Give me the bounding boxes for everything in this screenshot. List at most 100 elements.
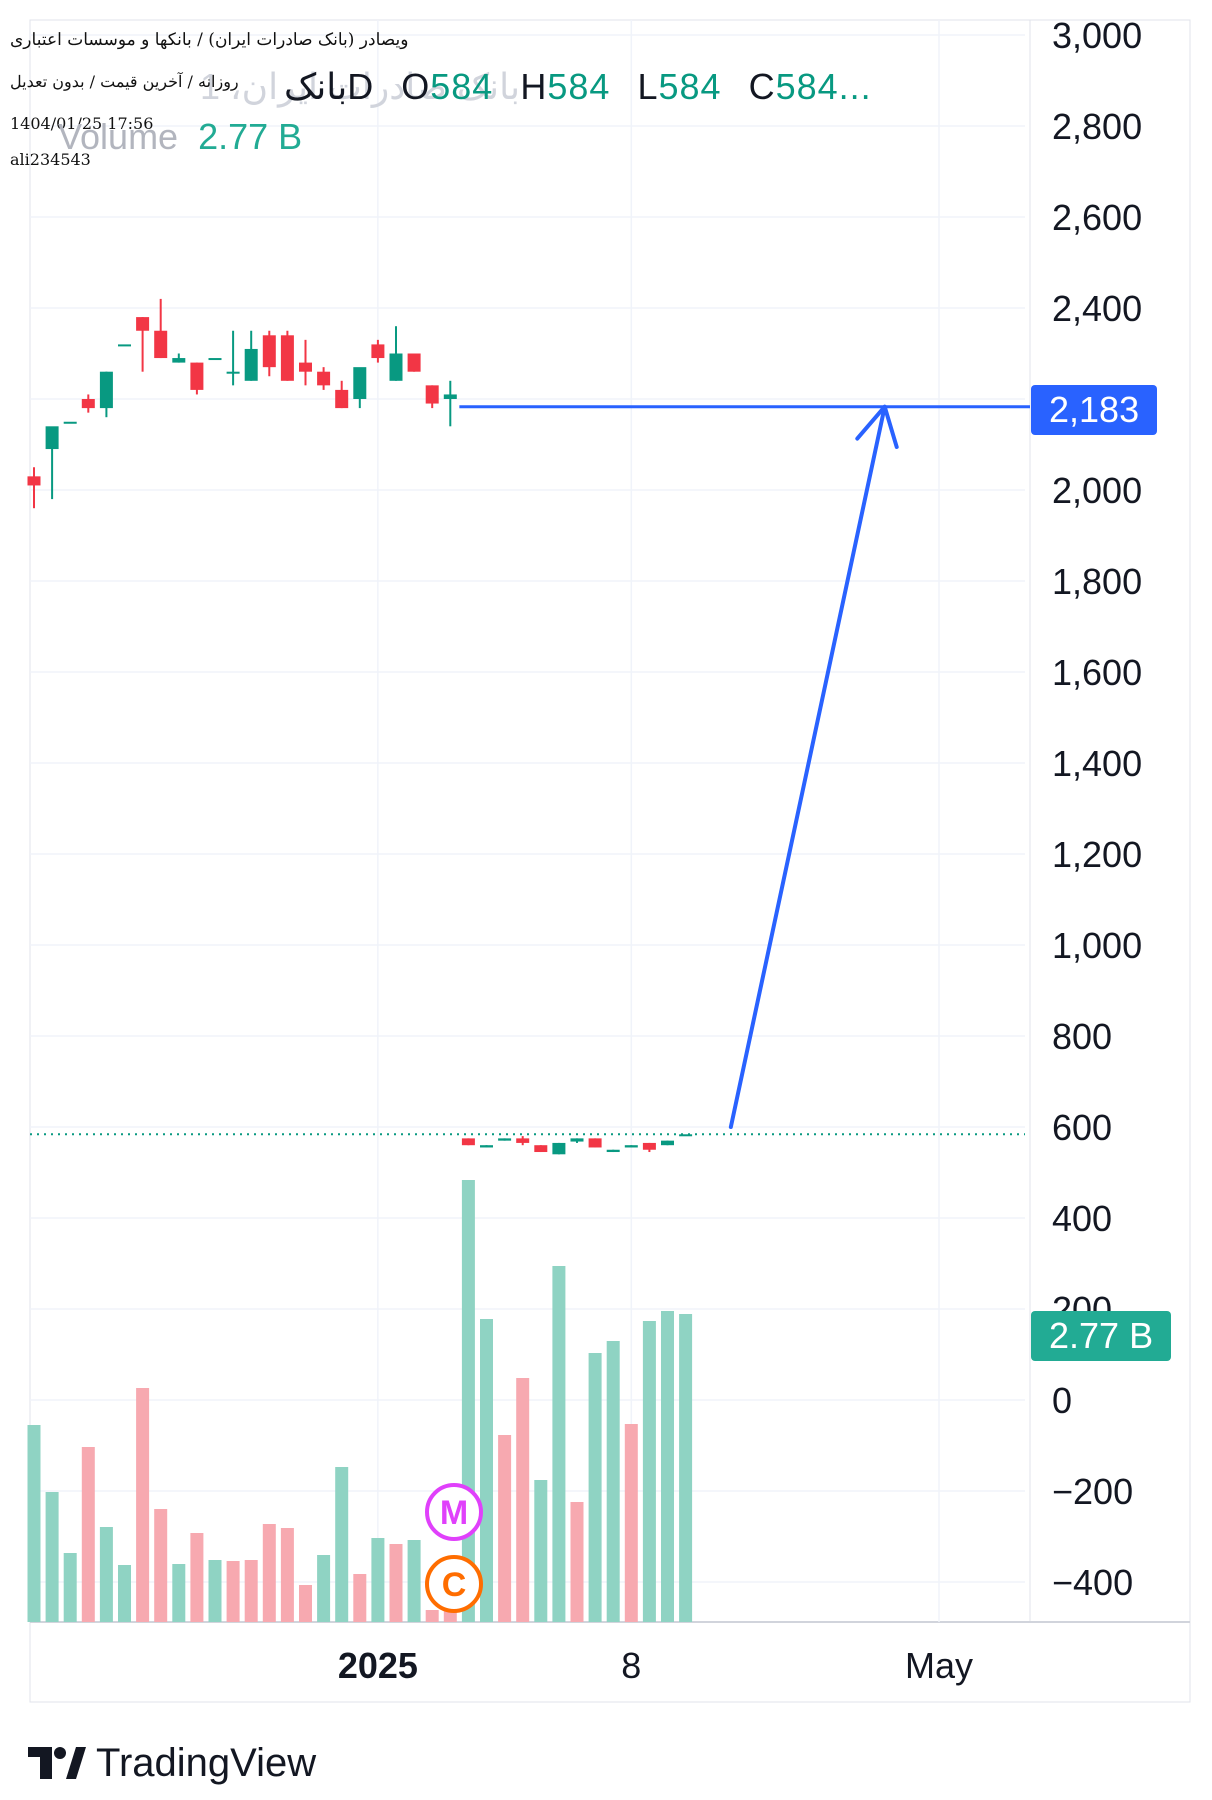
price-tick-label: 2,800 (1052, 106, 1142, 147)
chart-datetime: 1404/01/25 17:56 (10, 114, 154, 133)
time-tick-label: 2025 (338, 1645, 418, 1686)
candle-body (280, 335, 294, 381)
price-tick-label: −400 (1052, 1562, 1133, 1603)
candle-body (99, 371, 113, 409)
candle-body (606, 1149, 620, 1153)
chart-author: ali234543 (10, 150, 91, 169)
price-tick-label: 1,600 (1052, 652, 1142, 693)
volume-bar (353, 1574, 367, 1622)
price-label-tag: 2,183 (1031, 385, 1158, 435)
price-tick-label: 2,000 (1052, 470, 1142, 511)
legend: بانک صادرات ایران، 1 ویصادر (بانک صادرات… (0, 0, 1030, 180)
candle-body (27, 476, 41, 486)
grid-layer (29, 19, 1191, 1703)
candle-body (63, 421, 77, 424)
candle-body (480, 1145, 493, 1148)
price-tick-label: 600 (1052, 1107, 1112, 1148)
candle-body (552, 1142, 566, 1155)
volume-bar (136, 1388, 150, 1622)
volume-bar (461, 1180, 475, 1622)
volume-bar (27, 1425, 41, 1622)
annotation-layer[interactable] (459, 404, 1030, 1129)
price-axis[interactable]: 3,0002,8002,6002,4002,2002,0001,8001,600… (1052, 15, 1142, 1603)
volume-value: 2.77 B (198, 116, 303, 157)
volume-bar (280, 1528, 294, 1622)
candle-body (317, 371, 331, 386)
time-tick-label: May (905, 1645, 973, 1686)
candle-body (588, 1138, 602, 1148)
volume-bar (244, 1560, 258, 1622)
volume-bar (624, 1424, 638, 1622)
price-tick-label: 0 (1052, 1380, 1072, 1421)
event-marker-m[interactable]: M (425, 1483, 483, 1541)
candle-body (226, 371, 240, 374)
volume-bar (371, 1538, 385, 1622)
symbol-title: ویصادر (بانک صادرات ایران) / بانکها و مو… (10, 30, 409, 50)
price-tick-label: 2,600 (1052, 197, 1142, 238)
projection-arrow-head[interactable] (855, 404, 899, 449)
volume-label-tag: 2.77 B (1031, 1311, 1172, 1361)
volume-readout: Volume 2.77 B (58, 116, 302, 158)
interval-label: D (347, 66, 375, 107)
price-tick-label: −200 (1052, 1471, 1133, 1512)
candle-body (534, 1145, 548, 1153)
candle-body (353, 367, 367, 399)
volume-bar (208, 1560, 222, 1622)
open-value: 584 (430, 66, 494, 107)
price-tick-label: 800 (1052, 1016, 1112, 1057)
candle-body (679, 1134, 693, 1137)
chart-frame (29, 19, 1191, 1703)
candle-body (570, 1138, 584, 1142)
volume-bar (226, 1561, 240, 1622)
volume-bar (661, 1311, 674, 1622)
low-value: 584 (658, 66, 722, 107)
volume-label: Volume (58, 116, 179, 157)
volume-bar (262, 1524, 276, 1622)
candle-body (208, 358, 222, 361)
volume-bar (335, 1467, 349, 1622)
price-tick-label: 400 (1052, 1198, 1112, 1239)
price-tick-label: 1,200 (1052, 834, 1142, 875)
volume-bar (154, 1509, 168, 1622)
candle-body (262, 335, 276, 368)
tradingview-logo-icon (28, 1747, 86, 1779)
candle-body (136, 317, 150, 331)
volume-bar (99, 1527, 113, 1622)
candle-body (172, 358, 186, 363)
candle-body (642, 1142, 656, 1150)
time-axis[interactable]: 2025 8 May (338, 1645, 973, 1686)
tradingview-logo[interactable]: TradingView (28, 1738, 316, 1788)
price-tick-label: 1,800 (1052, 561, 1142, 602)
volume-bar (45, 1492, 59, 1622)
high-label: H (520, 66, 548, 107)
symbol-ghost-title: بانک صادرات ایران، 1 (200, 66, 521, 107)
symbol-prefix: بانک (284, 66, 348, 107)
candle-body (154, 330, 168, 359)
ohlc-readout: بانکD O584 H584 L584 C584... (284, 66, 872, 108)
candle-body (371, 344, 385, 359)
volume-bar (299, 1585, 312, 1622)
volume-bar (317, 1555, 331, 1622)
projection-arrow[interactable] (728, 404, 887, 1129)
volume-bar (534, 1480, 548, 1622)
candle-body (624, 1145, 638, 1148)
volume-bar (81, 1447, 95, 1622)
close-value: 584... (775, 66, 872, 107)
candle-body (461, 1138, 475, 1146)
volume-bar (570, 1502, 584, 1622)
close-label: C (748, 66, 776, 107)
price-tick-label: 1,000 (1052, 925, 1142, 966)
brand-name: TradingView (96, 1740, 317, 1785)
candle-body (118, 344, 131, 347)
candle-body (81, 399, 95, 409)
volume-bar (118, 1565, 131, 1622)
event-marker-c[interactable]: C (425, 1555, 483, 1613)
volume-bar (588, 1353, 602, 1622)
price-tick-label: 1,400 (1052, 743, 1142, 784)
volume-bar (407, 1540, 421, 1622)
volume-bar (389, 1544, 403, 1622)
low-label: L (637, 66, 659, 107)
volume-bar (498, 1435, 512, 1622)
volume-bar (480, 1319, 493, 1622)
